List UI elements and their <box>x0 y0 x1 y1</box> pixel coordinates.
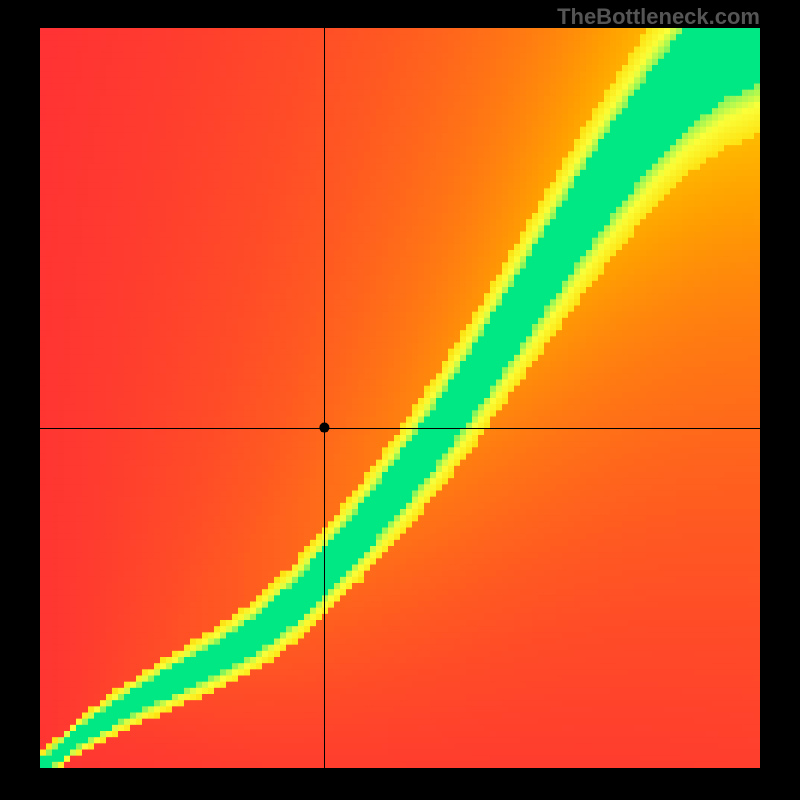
watermark-label: TheBottleneck.com <box>557 4 760 30</box>
bottleneck-heatmap <box>40 28 760 768</box>
chart-container: TheBottleneck.com <box>0 0 800 800</box>
